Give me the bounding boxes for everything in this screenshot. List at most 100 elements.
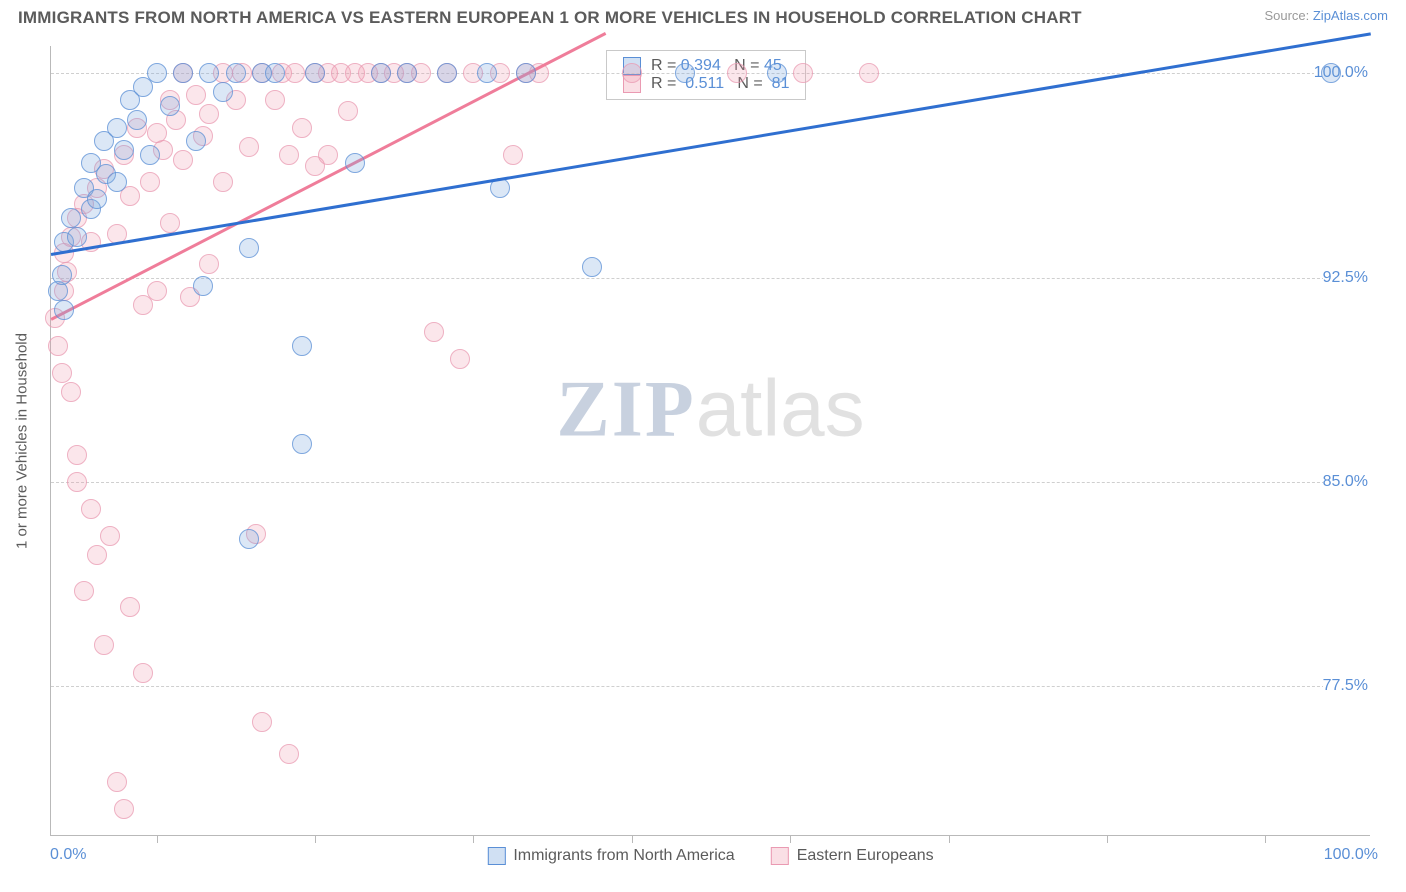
scatter-point-pink — [81, 499, 101, 519]
scatter-point-blue — [345, 153, 365, 173]
scatter-point-pink — [67, 445, 87, 465]
scatter-point-blue — [199, 63, 219, 83]
scatter-point-pink — [160, 213, 180, 233]
watermark-zip: ZIP — [556, 365, 695, 453]
scatter-point-pink — [87, 545, 107, 565]
scatter-point-pink — [140, 172, 160, 192]
scatter-point-pink — [107, 772, 127, 792]
scatter-point-blue — [582, 257, 602, 277]
x-axis-min-label: 0.0% — [50, 846, 86, 864]
scatter-point-pink — [239, 137, 259, 157]
x-tick — [315, 835, 316, 843]
x-tick — [473, 835, 474, 843]
scatter-point-pink — [727, 63, 747, 83]
scatter-point-blue — [193, 276, 213, 296]
chart-title: IMMIGRANTS FROM NORTH AMERICA VS EASTERN… — [18, 8, 1082, 28]
scatter-point-blue — [186, 131, 206, 151]
scatter-point-blue — [127, 110, 147, 130]
scatter-point-blue — [226, 63, 246, 83]
scatter-point-pink — [74, 581, 94, 601]
scatter-point-blue — [767, 63, 787, 83]
scatter-point-blue — [52, 265, 72, 285]
scatter-point-pink — [199, 254, 219, 274]
scatter-point-pink — [292, 118, 312, 138]
scatter-point-pink — [213, 172, 233, 192]
scatter-point-blue — [265, 63, 285, 83]
scatter-point-blue — [107, 172, 127, 192]
x-tick — [157, 835, 158, 843]
scatter-point-pink — [133, 663, 153, 683]
scatter-point-pink — [622, 63, 642, 83]
scatter-point-pink — [318, 145, 338, 165]
scatter-point-blue — [87, 189, 107, 209]
scatter-point-blue — [371, 63, 391, 83]
scatter-point-pink — [793, 63, 813, 83]
scatter-point-pink — [94, 635, 114, 655]
scatter-point-blue — [675, 63, 695, 83]
scatter-point-pink — [279, 744, 299, 764]
scatter-point-blue — [67, 227, 87, 247]
scatter-point-pink — [114, 799, 134, 819]
scatter-point-pink — [52, 363, 72, 383]
watermark-atlas: atlas — [696, 363, 865, 452]
scatter-point-blue — [1321, 63, 1341, 83]
source-link[interactable]: ZipAtlas.com — [1313, 8, 1388, 23]
legend-row: R = 0.511 N = 81 — [623, 75, 789, 93]
scatter-point-pink — [285, 63, 305, 83]
scatter-point-blue — [107, 118, 127, 138]
scatter-point-blue — [292, 336, 312, 356]
series-legend: Immigrants from North America Eastern Eur… — [487, 847, 933, 865]
scatter-point-blue — [173, 63, 193, 83]
scatter-point-blue — [397, 63, 417, 83]
series-legend-label: Immigrants from North America — [513, 847, 734, 865]
scatter-point-blue — [477, 63, 497, 83]
scatter-point-blue — [239, 238, 259, 258]
legend-swatch — [771, 847, 789, 865]
legend-swatch — [487, 847, 505, 865]
x-tick — [1107, 835, 1108, 843]
y-tick-label: 85.0% — [1323, 473, 1374, 491]
x-tick — [790, 835, 791, 843]
series-legend-item: Eastern Europeans — [771, 847, 934, 865]
scatter-point-blue — [61, 208, 81, 228]
scatter-point-pink — [503, 145, 523, 165]
source-prefix: Source: — [1264, 8, 1312, 23]
scatter-point-pink — [252, 712, 272, 732]
x-axis-max-label: 100.0% — [1324, 846, 1378, 864]
scatter-point-pink — [424, 322, 444, 342]
scatter-point-blue — [114, 140, 134, 160]
plot-region: ZIPatlas R = 0.394 N = 45R = 0.511 N = 8… — [50, 46, 1370, 836]
gridline-h — [51, 482, 1370, 483]
scatter-point-pink — [859, 63, 879, 83]
scatter-point-blue — [147, 63, 167, 83]
source-attribution: Source: ZipAtlas.com — [1264, 8, 1388, 23]
scatter-point-blue — [305, 63, 325, 83]
scatter-point-pink — [173, 150, 193, 170]
scatter-point-pink — [61, 382, 81, 402]
scatter-point-blue — [140, 145, 160, 165]
scatter-point-pink — [338, 101, 358, 121]
scatter-point-pink — [186, 85, 206, 105]
series-legend-item: Immigrants from North America — [487, 847, 734, 865]
x-tick — [949, 835, 950, 843]
scatter-point-pink — [100, 526, 120, 546]
watermark: ZIPatlas — [556, 362, 864, 455]
y-tick-label: 92.5% — [1323, 269, 1374, 287]
scatter-point-pink — [67, 472, 87, 492]
scatter-point-pink — [48, 336, 68, 356]
scatter-point-blue — [213, 82, 233, 102]
y-axis-title: 1 or more Vehicles in Household — [14, 333, 31, 549]
x-tick — [1265, 835, 1266, 843]
y-tick-label: 77.5% — [1323, 677, 1374, 695]
scatter-point-pink — [265, 90, 285, 110]
scatter-point-pink — [120, 597, 140, 617]
scatter-point-pink — [147, 281, 167, 301]
series-legend-label: Eastern Europeans — [797, 847, 934, 865]
scatter-point-blue — [160, 96, 180, 116]
scatter-point-blue — [239, 529, 259, 549]
scatter-point-pink — [279, 145, 299, 165]
scatter-point-blue — [292, 434, 312, 454]
scatter-point-pink — [199, 104, 219, 124]
gridline-h — [51, 278, 1370, 279]
scatter-point-pink — [450, 349, 470, 369]
